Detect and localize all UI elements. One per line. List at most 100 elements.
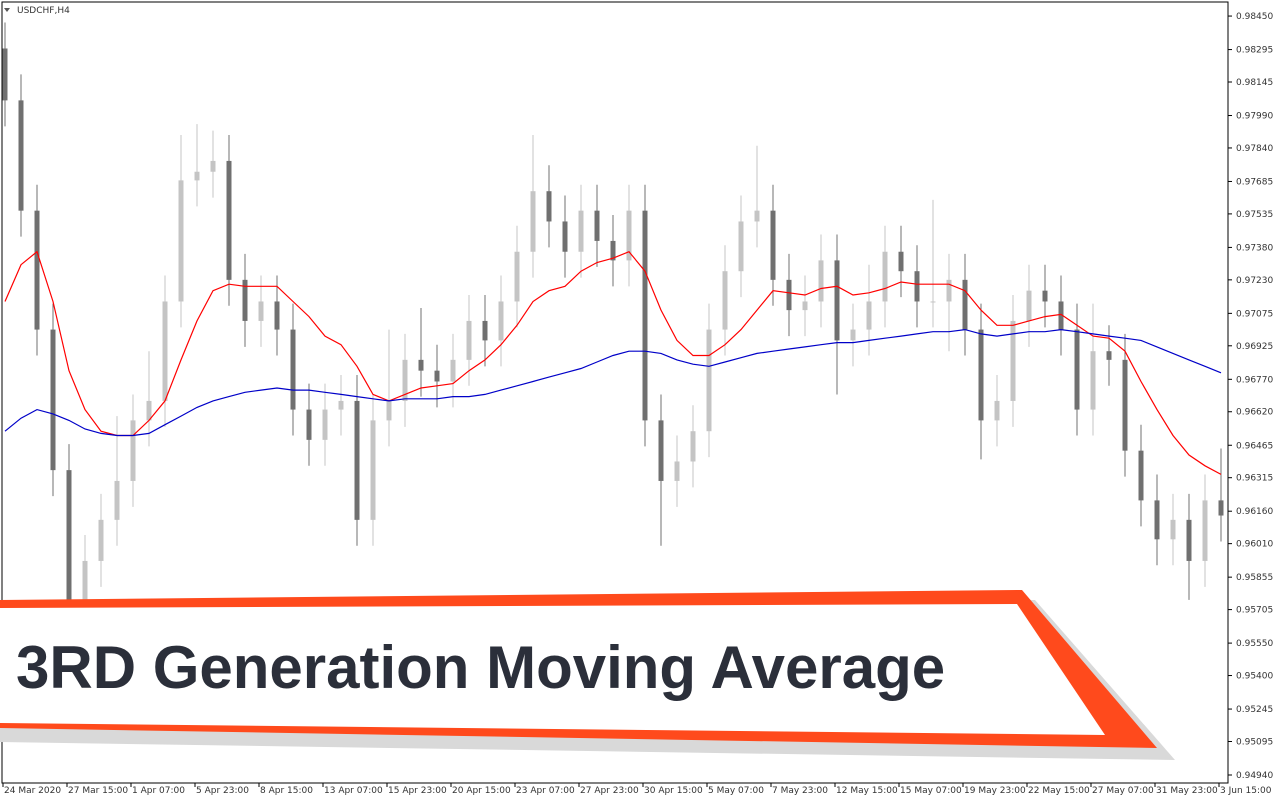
banner-text: 3RD Generation Moving Average [16,634,945,701]
candle-body [1122,359,1128,451]
candle-body [610,240,616,261]
candle-body [1010,320,1016,401]
candle-body [514,251,520,302]
y-tick-label: 0.96770 [1236,375,1273,385]
candle-body [2,48,8,101]
candle-body [306,409,312,440]
candle-body [946,279,952,302]
candle-body [130,420,136,481]
x-tick-label: 15 May 07:00 [900,786,962,796]
candle-body [210,160,216,172]
candle-body [594,210,600,241]
candle-body [834,260,840,341]
y-tick-label: 0.97380 [1236,243,1273,253]
candle-body [66,470,72,620]
candle-body [386,400,392,421]
candle-body [546,191,552,222]
x-tick-label: 7 May 23:00 [772,786,828,796]
candle-body [930,301,936,303]
y-tick-label: 0.96465 [1236,441,1273,451]
candle-body [1202,500,1208,561]
x-tick-label: 13 Apr 07:00 [324,786,383,796]
x-tick-label: 30 Apr 15:00 [644,786,703,796]
candle-body [1170,519,1176,540]
y-tick-label: 0.95095 [1236,737,1273,747]
candle-body [194,171,200,181]
candle-body [274,301,280,330]
x-tick-label: 24 Mar 2020 [4,786,61,796]
y-tick-label: 0.98295 [1236,46,1273,56]
candle-body [994,400,1000,421]
candle-body [642,210,648,421]
candle-body [722,271,728,330]
candle-body [962,279,968,330]
candle-body [226,160,232,280]
candle-body [178,180,184,302]
candle-body [434,370,440,382]
candle-body [338,400,344,410]
x-tick-label: 1 Apr 07:00 [132,786,185,796]
candle-body [690,431,696,462]
y-tick-label: 0.96160 [1236,507,1273,517]
y-tick-label: 0.96620 [1236,408,1273,418]
candle-body [498,301,504,341]
candle-body [1090,351,1096,410]
x-tick-label: 3 Jun 15:00 [1220,786,1272,796]
y-tick-label: 0.96010 [1236,540,1273,550]
candle-body [1026,290,1032,321]
candle-body [1138,450,1144,501]
candle-body [354,400,360,520]
candle-body [1058,301,1064,330]
y-tick-label: 0.97840 [1236,144,1273,154]
candle-body [82,560,88,620]
candle-body [322,409,328,440]
x-tick-label: 15 Apr 23:00 [388,786,447,796]
candle-body [146,400,152,421]
candle-body [658,420,664,481]
x-tick-label: 23 Apr 07:00 [516,786,575,796]
candle-body [34,210,40,330]
y-tick-label: 0.95705 [1236,606,1273,616]
y-tick-label: 0.95245 [1236,705,1273,715]
y-tick-label: 0.96925 [1236,342,1273,352]
candle-body [418,359,424,371]
y-tick-label: 0.97685 [1236,177,1273,187]
candle-body [1106,351,1112,360]
candle-body [530,191,536,252]
menu-arrow[interactable] [4,8,10,12]
candle-body [242,279,248,321]
candle-body [466,320,472,360]
candle-body [898,251,904,272]
candle-body [114,480,120,520]
candle-body [802,301,808,311]
candle-body [1218,500,1224,516]
candle-body [674,461,680,481]
candle-body [978,329,984,421]
y-tick-label: 0.96315 [1236,474,1273,484]
candle-body [50,329,56,471]
candle-body [914,271,920,302]
y-tick-label: 0.98145 [1236,78,1273,88]
banner-body [0,604,1105,735]
moving-average-line [4,250,1222,475]
y-tick-label: 0.97535 [1236,210,1273,220]
x-tick-label: 20 Apr 15:00 [452,786,511,796]
candle-body [370,420,376,520]
y-tick-label: 0.97230 [1236,276,1273,286]
x-tick-label: 5 Apr 23:00 [196,786,249,796]
x-tick-label: 27 May 07:00 [1092,786,1154,796]
candle-body [578,210,584,252]
candle-body [786,279,792,311]
x-tick-label: 12 May 15:00 [836,786,898,796]
y-tick-label: 0.95550 [1236,639,1273,649]
y-tick-label: 0.95855 [1236,573,1273,583]
banner: 3RD Generation Moving Average [0,590,1175,760]
candle-body [882,251,888,302]
y-tick-label: 0.97075 [1236,309,1273,319]
moving-average-line [4,328,1222,437]
candle-body [1154,500,1160,540]
candle-body [1186,519,1192,561]
y-tick-label: 0.98450 [1236,12,1273,22]
